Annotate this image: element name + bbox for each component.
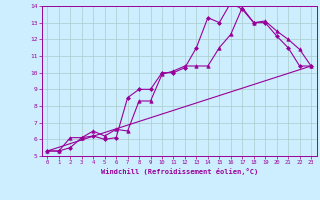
X-axis label: Windchill (Refroidissement éolien,°C): Windchill (Refroidissement éolien,°C) [100, 168, 258, 175]
